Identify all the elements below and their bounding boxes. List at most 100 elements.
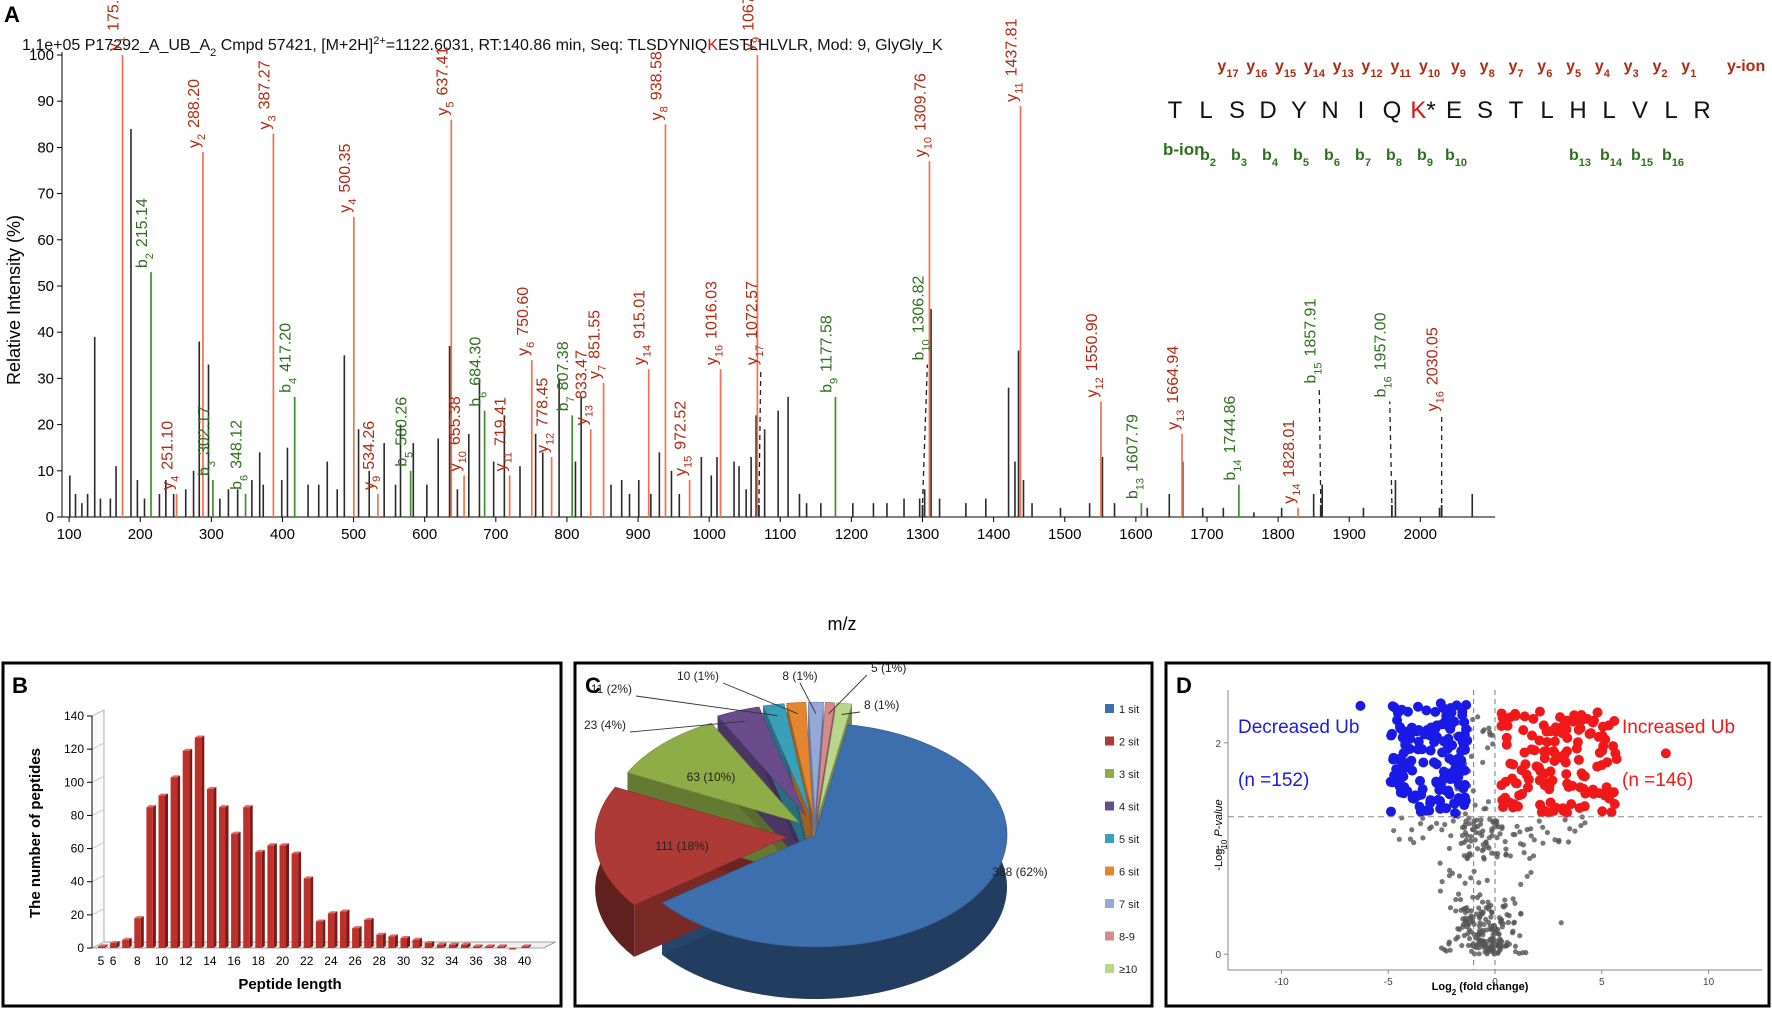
length-bar-24 bbox=[328, 913, 335, 948]
ion-mz: 778.45 bbox=[535, 378, 552, 427]
x-tick-label: 16 bbox=[227, 954, 241, 968]
panel-d: D Decreased Ub (n =152) Increased Ub (n … bbox=[1166, 663, 1769, 1006]
ns-point bbox=[1470, 717, 1475, 722]
ns-point bbox=[1490, 741, 1495, 746]
legend-swatch-4 bbox=[1105, 834, 1114, 843]
header-mod-residue: K bbox=[707, 37, 718, 54]
decreased-point bbox=[1404, 726, 1414, 736]
y-ion-y6: y6 bbox=[1537, 58, 1552, 80]
ion-mz: 1957.00 bbox=[1373, 312, 1390, 370]
ion-mz: 1437.81 bbox=[1004, 18, 1021, 76]
length-bar-7 bbox=[122, 940, 129, 948]
ns-point bbox=[1502, 897, 1507, 902]
peak-label-y2: y2288.20 bbox=[186, 79, 208, 148]
ns-point bbox=[1391, 828, 1396, 833]
ns-point bbox=[1459, 841, 1464, 846]
ns-point bbox=[1481, 855, 1486, 860]
peak-label-y3: y3387.27 bbox=[256, 60, 278, 129]
x-tick-label: 34 bbox=[445, 954, 459, 968]
ion-letter: y bbox=[256, 122, 273, 130]
ion-mz: 1309.76 bbox=[912, 73, 929, 131]
ion-letter: y bbox=[434, 108, 451, 116]
spectrum-y-axis-label: Relative Intensity (%) bbox=[4, 215, 24, 385]
x-tick-label: 300 bbox=[199, 526, 224, 543]
peak-label-y9: y91067.8 bbox=[740, 0, 762, 51]
ns-point bbox=[1498, 920, 1503, 925]
ns-point bbox=[1475, 846, 1480, 851]
b-ion-b8: b8 bbox=[1386, 147, 1402, 169]
peak-label-y10: y101309.76 bbox=[912, 73, 934, 157]
increased-point bbox=[1496, 780, 1506, 790]
y-tick-label: 10 bbox=[37, 463, 54, 480]
pie-label-4: 11 (2%) bbox=[591, 682, 632, 696]
decreased-point bbox=[1426, 723, 1436, 733]
ns-point bbox=[1545, 830, 1550, 835]
y-tick-label: 50 bbox=[37, 278, 54, 295]
peak-label-y14: y14915.01 bbox=[632, 290, 654, 365]
ion-number: 1 bbox=[116, 37, 128, 43]
leader-line bbox=[759, 369, 761, 503]
ns-point bbox=[1473, 802, 1478, 807]
ns-point bbox=[1453, 897, 1458, 902]
bar-side bbox=[395, 934, 398, 948]
length-bar-13 bbox=[195, 738, 202, 948]
legend-label-3: 4 sit bbox=[1119, 802, 1139, 814]
increased-title: Increased Ub bbox=[1622, 717, 1735, 738]
increased-label: Increased Ub bbox=[1622, 717, 1735, 738]
ion-letter: b bbox=[134, 259, 151, 268]
length-bar-32 bbox=[425, 943, 432, 948]
ns-point bbox=[1540, 841, 1545, 846]
ns-point bbox=[1511, 832, 1516, 837]
y-ion-label: y-ion bbox=[1727, 58, 1765, 75]
ns-point bbox=[1448, 905, 1453, 910]
ion-mz: 807.38 bbox=[555, 341, 572, 390]
length-bar-33 bbox=[437, 945, 444, 948]
ion-number: 4 bbox=[170, 476, 182, 482]
ns-point bbox=[1470, 895, 1475, 900]
ns-point bbox=[1472, 951, 1477, 956]
legend-label-7: 8-9 bbox=[1119, 932, 1135, 944]
increased-point bbox=[1573, 737, 1583, 747]
increased-point bbox=[1602, 757, 1612, 767]
y-ion-y16: y16 bbox=[1246, 58, 1267, 80]
ion-letter: y bbox=[361, 482, 378, 490]
ion-number: 4 bbox=[347, 199, 359, 205]
pie-label-2: 63 (10%) bbox=[687, 770, 736, 784]
ion-letter: y bbox=[337, 205, 354, 213]
ns-point bbox=[1470, 915, 1475, 920]
ns-point bbox=[1566, 839, 1571, 844]
ion-letter: b bbox=[278, 384, 295, 393]
increased-point bbox=[1575, 803, 1585, 813]
residue-12: L bbox=[1540, 97, 1553, 124]
decreased-point bbox=[1416, 807, 1426, 817]
header-mid: Cmpd 57421, [M+2H] bbox=[216, 37, 373, 54]
ns-point bbox=[1556, 838, 1561, 843]
ns-point bbox=[1397, 837, 1402, 842]
y-tick-label: 140 bbox=[64, 709, 84, 723]
decreased-point bbox=[1443, 744, 1453, 754]
pie-leader bbox=[636, 696, 777, 716]
b-ion-label: b-ion bbox=[1163, 140, 1205, 159]
length-bar-10 bbox=[159, 796, 166, 948]
x-tick-label: 28 bbox=[373, 954, 387, 968]
ns-point bbox=[1464, 905, 1469, 910]
ion-letter: y bbox=[1281, 496, 1298, 504]
length-bar-6 bbox=[110, 943, 117, 948]
ion-mz: 1177.58 bbox=[818, 315, 835, 372]
bar-side bbox=[310, 876, 313, 948]
spectrum-x-axis-label: m/z bbox=[828, 614, 857, 634]
ion-mz: 915.01 bbox=[632, 290, 649, 339]
peak-label-y6: y6750.60 bbox=[515, 287, 537, 356]
legend-swatch-0 bbox=[1105, 704, 1114, 713]
ns-point bbox=[1488, 927, 1493, 932]
ns-point bbox=[1440, 879, 1445, 884]
decreased-point bbox=[1457, 707, 1467, 717]
y-tick-label: 0 bbox=[77, 941, 84, 955]
ns-point bbox=[1517, 829, 1522, 834]
ion-number: 14 bbox=[1291, 484, 1303, 496]
ion-mz: 851.55 bbox=[587, 310, 604, 359]
decreased-point bbox=[1392, 715, 1402, 725]
ns-point bbox=[1437, 861, 1442, 866]
increased-point bbox=[1545, 726, 1555, 736]
